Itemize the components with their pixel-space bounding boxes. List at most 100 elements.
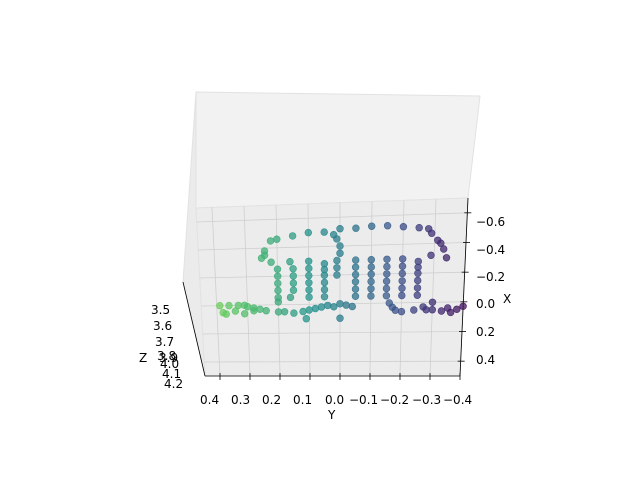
scatter-point bbox=[383, 262, 391, 271]
scatter-point bbox=[333, 271, 341, 279]
scatter-points bbox=[216, 222, 467, 323]
z-axis-line bbox=[182, 281, 206, 377]
scatter-point bbox=[330, 303, 338, 311]
y-grid-line bbox=[211, 207, 221, 377]
scatter-point bbox=[399, 223, 408, 231]
scatter-point bbox=[422, 306, 430, 314]
scatter-point bbox=[336, 314, 344, 322]
scatter-point bbox=[311, 304, 320, 313]
y-tick-label: 0.4 bbox=[200, 393, 219, 407]
scatter-point bbox=[391, 306, 399, 314]
scatter-point bbox=[428, 298, 437, 306]
scatter-point bbox=[383, 222, 392, 230]
scatter-point bbox=[367, 292, 375, 300]
scatter-point bbox=[410, 306, 418, 314]
scatter-point bbox=[348, 302, 356, 311]
scatter-point bbox=[302, 315, 310, 323]
z-tick-label: 3.9 bbox=[159, 351, 178, 365]
x-grid-line bbox=[198, 242, 467, 251]
scatter-point bbox=[398, 277, 406, 285]
scatter-point bbox=[286, 258, 294, 266]
scatter-point bbox=[367, 270, 375, 278]
z-tick-label: 3.8 bbox=[157, 349, 176, 363]
scatter-point bbox=[299, 307, 307, 316]
scatter-point bbox=[352, 224, 360, 232]
scatter-point bbox=[437, 239, 445, 247]
scatter-point bbox=[320, 278, 329, 287]
scatter-point bbox=[437, 307, 446, 315]
scatter-point bbox=[383, 270, 391, 278]
y-tick-label: 0.1 bbox=[293, 393, 312, 407]
scatter-point bbox=[241, 310, 249, 318]
y-tick-label: 0.0 bbox=[325, 393, 344, 407]
floor-pane bbox=[195, 197, 469, 377]
scatter-point bbox=[415, 224, 423, 232]
scatter-point bbox=[351, 270, 360, 279]
scatter-point bbox=[317, 303, 326, 311]
scatter-point bbox=[305, 286, 313, 294]
scatter-point bbox=[225, 301, 233, 310]
y-tick-labels: 0.4 0.3 0.2 0.1 0.0 −0.1 −0.2 −0.3 −0.4 bbox=[200, 393, 472, 407]
scatter-point bbox=[413, 291, 421, 299]
scatter-point bbox=[333, 235, 341, 243]
scatter-point bbox=[383, 255, 391, 263]
x-tick-label: 0.4 bbox=[476, 353, 495, 367]
scatter-point bbox=[336, 242, 344, 250]
scatter-point bbox=[427, 251, 435, 260]
scatter-point bbox=[453, 305, 461, 313]
scatter-point bbox=[289, 265, 297, 273]
y-tick-label: 0.3 bbox=[231, 393, 250, 407]
scatter-point bbox=[289, 286, 298, 294]
scatter-point bbox=[367, 285, 375, 293]
z-tick-label: 4.1 bbox=[162, 367, 181, 381]
x-tick-label: −0.4 bbox=[476, 243, 505, 257]
scatter-point bbox=[262, 307, 270, 315]
scatter-point bbox=[367, 277, 375, 286]
scatter-point bbox=[267, 258, 275, 266]
scatter-point bbox=[382, 292, 391, 300]
y-grid-line bbox=[429, 199, 437, 377]
scatter-point bbox=[243, 303, 252, 311]
scatter-point bbox=[256, 305, 264, 313]
scatter-point bbox=[274, 298, 282, 306]
scatter-point bbox=[398, 284, 406, 292]
scatter-point bbox=[273, 265, 282, 273]
scatter-point bbox=[320, 228, 328, 236]
scatter-point bbox=[274, 308, 283, 316]
x-axis-label: X bbox=[503, 292, 511, 306]
scatter-point bbox=[289, 279, 298, 287]
scatter-point bbox=[351, 285, 360, 293]
scatter-point bbox=[414, 269, 422, 277]
scatter-point bbox=[459, 302, 467, 310]
scatter-point bbox=[397, 307, 406, 316]
y-axis-label: Y bbox=[327, 408, 336, 422]
z-axis-label: Z bbox=[139, 351, 147, 365]
scatter-point bbox=[234, 301, 243, 310]
x-tick-labels: −0.6 −0.4 −0.2 0.0 0.2 0.4 bbox=[476, 215, 505, 367]
z-tick-labels: 3.5 3.6 3.7 3.8 3.9 4.0 4.1 4.2 bbox=[151, 303, 183, 391]
scatter-point bbox=[257, 254, 266, 262]
scatter-point bbox=[336, 225, 344, 233]
scatter-point bbox=[320, 293, 329, 301]
scatter-point bbox=[428, 306, 436, 314]
scatter-point bbox=[273, 235, 281, 243]
scatter-point bbox=[336, 249, 344, 258]
scatter-point bbox=[305, 293, 313, 301]
x-tick-label: 0.2 bbox=[476, 325, 495, 339]
scatter-point bbox=[250, 307, 258, 315]
x-grid-line bbox=[204, 360, 461, 363]
scatter-point bbox=[304, 228, 312, 237]
scatter-point bbox=[320, 271, 329, 279]
scatter-point bbox=[222, 310, 231, 318]
y-tick-label: 0.2 bbox=[262, 393, 281, 407]
z-tick-label: 4.2 bbox=[164, 377, 183, 391]
y-tick-label: −0.3 bbox=[412, 393, 441, 407]
scatter-point bbox=[382, 284, 391, 293]
scatter-point bbox=[280, 308, 289, 316]
scatter-point bbox=[367, 256, 375, 264]
scatter-point bbox=[288, 232, 297, 240]
scatter-point bbox=[351, 263, 360, 271]
x-axis-line bbox=[459, 197, 469, 377]
y-tick-label: −0.2 bbox=[380, 393, 409, 407]
